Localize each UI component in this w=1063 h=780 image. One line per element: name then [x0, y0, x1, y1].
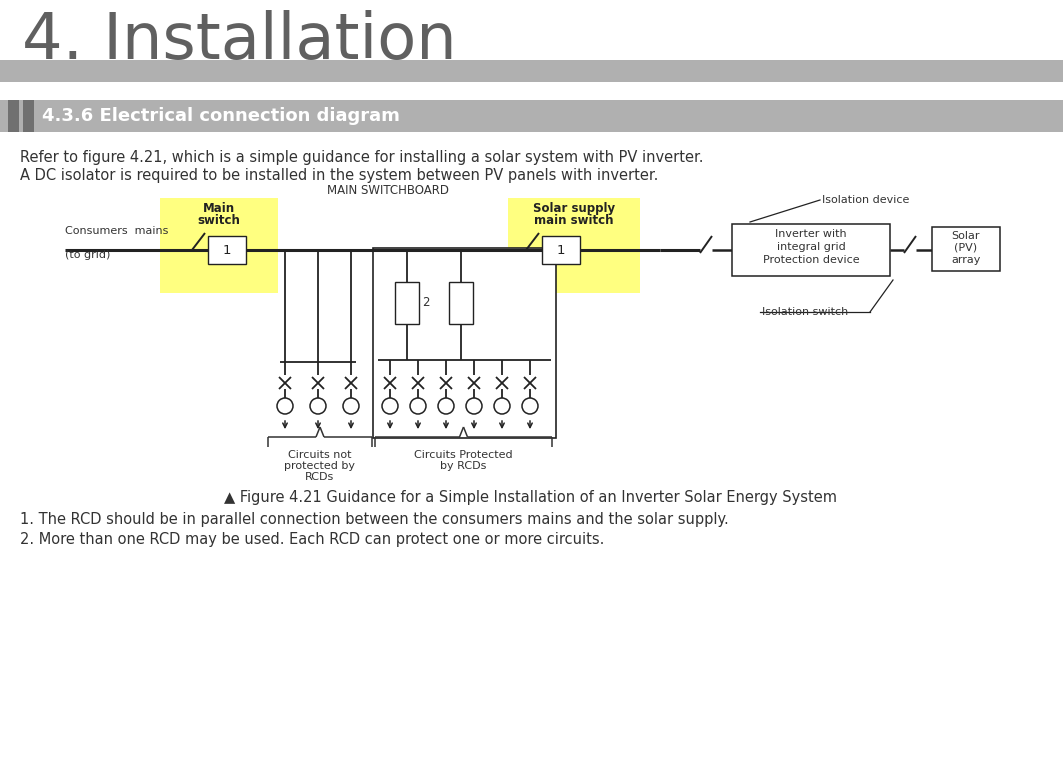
Circle shape — [410, 398, 426, 414]
Bar — [161, 198, 279, 293]
Text: 4.3.6 Electrical connection diagram: 4.3.6 Electrical connection diagram — [43, 107, 400, 125]
Text: Inverter with: Inverter with — [775, 229, 847, 239]
Text: switch: switch — [198, 214, 240, 227]
Bar — [932, 227, 1000, 271]
Circle shape — [382, 398, 398, 414]
Bar — [0, 60, 1063, 82]
Text: by RCDs: by RCDs — [440, 461, 486, 471]
Text: main switch: main switch — [535, 214, 613, 227]
Bar — [542, 236, 580, 264]
Text: Isolation device: Isolation device — [822, 195, 909, 205]
Bar — [9, 100, 19, 132]
Text: (to grid): (to grid) — [65, 250, 111, 260]
Text: Circuits not: Circuits not — [288, 450, 352, 460]
Text: (PV): (PV) — [955, 243, 978, 253]
Text: 1. The RCD should be in parallel connection between the consumers mains and the : 1. The RCD should be in parallel connect… — [20, 512, 729, 527]
Text: A DC isolator is required to be installed in the system between PV panels with i: A DC isolator is required to be installe… — [20, 168, 658, 183]
Text: 4. Installation: 4. Installation — [22, 10, 457, 72]
Text: Refer to figure 4.21, which is a simple guidance for installing a solar system w: Refer to figure 4.21, which is a simple … — [20, 150, 704, 165]
Text: RCDs: RCDs — [305, 472, 335, 482]
Circle shape — [343, 398, 359, 414]
Bar — [0, 100, 1063, 132]
Text: Consumers  mains: Consumers mains — [65, 226, 168, 236]
Text: Main: Main — [203, 202, 235, 215]
Text: 2. More than one RCD may be used. Each RCD can protect one or more circuits.: 2. More than one RCD may be used. Each R… — [20, 532, 605, 547]
Text: protected by: protected by — [285, 461, 355, 471]
Text: 1: 1 — [223, 243, 232, 257]
Text: ▲ Figure 4.21 Guidance for a Simple Installation of an Inverter Solar Energy Sys: ▲ Figure 4.21 Guidance for a Simple Inst… — [224, 490, 838, 505]
Bar — [208, 236, 246, 264]
Text: Solar: Solar — [951, 231, 980, 241]
Text: 1: 1 — [557, 243, 566, 257]
Text: Solar supply: Solar supply — [533, 202, 615, 215]
Bar — [23, 100, 34, 132]
Text: array: array — [951, 255, 981, 265]
Text: MAIN SWITCHBOARD: MAIN SWITCHBOARD — [327, 184, 449, 197]
Text: integral grid: integral grid — [777, 242, 845, 252]
Circle shape — [494, 398, 510, 414]
Text: Isolation switch: Isolation switch — [762, 307, 848, 317]
Bar — [449, 282, 473, 324]
Text: Circuits Protected: Circuits Protected — [414, 450, 512, 460]
Text: Protection device: Protection device — [762, 255, 859, 265]
Circle shape — [438, 398, 454, 414]
Bar — [508, 198, 640, 293]
Circle shape — [522, 398, 538, 414]
Text: 2: 2 — [422, 296, 429, 310]
Bar — [373, 248, 556, 438]
Circle shape — [277, 398, 293, 414]
Bar — [395, 282, 419, 324]
Circle shape — [466, 398, 482, 414]
Bar — [732, 224, 890, 276]
Circle shape — [310, 398, 326, 414]
